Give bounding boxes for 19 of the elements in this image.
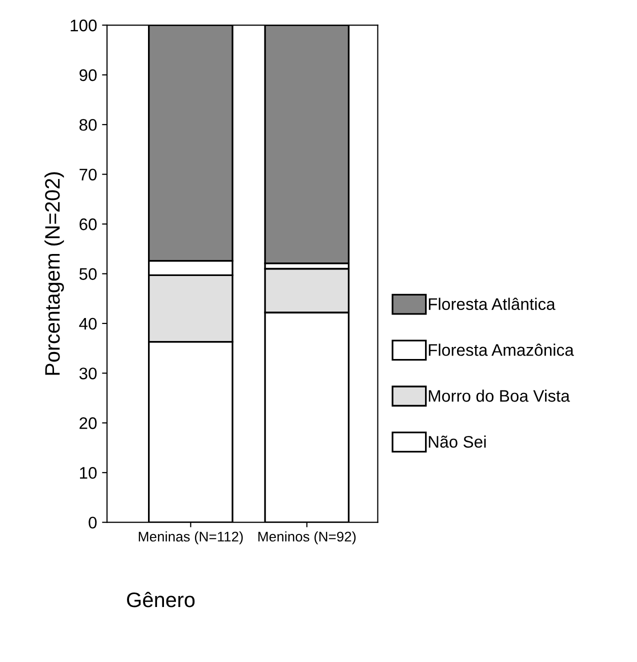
legend-label: Morro do Boa Vista (428, 390, 570, 402)
legend-label: Não Sei (428, 436, 486, 448)
legend-label: Floresta Amazônica (428, 344, 574, 356)
y-tick-label: 30 (79, 368, 97, 380)
y-tick-label: 40 (79, 318, 97, 330)
y-tick-label: 0 (88, 516, 97, 529)
x-axis-title: Gênero (127, 592, 195, 608)
y-tick-label: 80 (79, 118, 97, 131)
x-tick-label: Meninos (N=92) (258, 531, 356, 544)
y-tick-label: 90 (80, 69, 97, 82)
y-tick-label: 10 (80, 467, 97, 479)
x-tick-label: Meninas (N=112) (138, 531, 243, 544)
y-tick-label: 70 (80, 168, 97, 181)
y-axis-title: Porcentagem (N=202) (44, 172, 64, 375)
legend-label: Floresta Atlântica (428, 298, 556, 310)
y-tick-label: 60 (80, 218, 97, 230)
y-tick-label: 50 (79, 268, 97, 280)
y-tick-label: 20 (80, 417, 97, 430)
y-tick-label: 100 (70, 20, 97, 32)
